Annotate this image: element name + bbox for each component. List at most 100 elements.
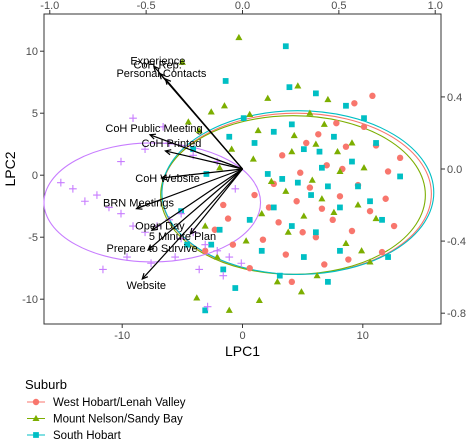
data-point (141, 228, 149, 237)
loading-arrowhead-coh-website (160, 174, 168, 181)
data-point (293, 198, 300, 205)
data-point (141, 145, 149, 153)
data-point (237, 259, 246, 268)
loading-arrowhead-open-day (150, 224, 158, 232)
data-point (351, 100, 358, 107)
data-point (323, 162, 330, 169)
data-point (360, 164, 368, 171)
data-point (251, 191, 258, 199)
data-point (329, 216, 336, 224)
data-point (378, 248, 386, 256)
data-point (147, 259, 155, 268)
top-tick-label: -0.5 (137, 0, 156, 12)
legend-label: West Hobart/Lenah Valley (53, 397, 186, 409)
data-point (246, 265, 253, 272)
data-point (288, 278, 296, 286)
x-tick-label: -10 (114, 330, 130, 342)
data-point (300, 146, 307, 153)
data-point (333, 119, 340, 127)
data-point (286, 84, 293, 91)
data-point (195, 126, 203, 134)
data-point (69, 185, 77, 193)
loading-arrow-personal-contacts (164, 78, 243, 170)
x-axis-bottom: -10 0 10 (114, 324, 369, 342)
loading-label-coh-public-meeting: CoH Public Meeting (105, 123, 202, 135)
data-point (345, 256, 352, 263)
x-axis-top-loadings: -1.0 -0.5 0.0 0.5 1.0 (40, 0, 443, 14)
top-tick-label: 0.5 (331, 0, 346, 12)
loading-arrow-5-minute-plan (189, 168, 243, 235)
legend-key-marker (33, 432, 39, 438)
data-point (297, 169, 304, 176)
top-tick-label: 0.0 (235, 0, 250, 12)
y-axis-right-loadings: -0.8 -0.4 0.0 0.4 (441, 92, 466, 320)
data-point (219, 271, 228, 280)
data-point (308, 176, 316, 183)
data-point (315, 131, 322, 138)
data-point (213, 253, 221, 260)
legend-key-marker (32, 398, 40, 406)
data-point (397, 173, 403, 180)
top-tick-label: 1.0 (428, 0, 443, 12)
loading-label-coh-rep: CoH Rep. (133, 59, 181, 71)
data-point (312, 234, 320, 241)
series-fern-tree (57, 114, 246, 311)
data-point (246, 110, 254, 117)
data-point (300, 254, 307, 260)
loading-arrow-prepare-to-survive (147, 168, 243, 251)
x-tick-label: 0 (239, 330, 245, 342)
data-point (201, 222, 209, 229)
loading-arrowhead-coh-printed (164, 149, 172, 156)
data-point (299, 229, 306, 236)
data-point (203, 171, 210, 177)
data-point (343, 102, 349, 109)
data-point (259, 236, 267, 243)
data-point (211, 226, 219, 233)
data-point (318, 205, 326, 212)
right-tick-label: 0.0 (447, 164, 462, 176)
data-point (372, 214, 380, 222)
loading-label-coh-printed: CoH Printed (141, 138, 201, 150)
data-point (99, 265, 107, 274)
data-point (337, 204, 343, 211)
data-point (270, 204, 277, 211)
data-point (208, 241, 215, 248)
data-point (373, 140, 379, 146)
data-point (288, 147, 296, 155)
data-point (331, 133, 337, 140)
loading-arrowhead-brn-meetings (135, 203, 143, 210)
data-point (207, 108, 215, 115)
data-point (385, 254, 391, 260)
data-point (240, 115, 247, 122)
loading-arrow-coh-printed (165, 150, 243, 170)
data-point (129, 114, 137, 122)
data-point (193, 294, 201, 301)
data-point (337, 247, 343, 254)
top-tick-label: -1.0 (40, 0, 59, 12)
data-point (220, 201, 227, 209)
series-south-hobart (178, 43, 403, 314)
data-point (258, 209, 266, 217)
data-point (342, 239, 350, 246)
data-point (324, 95, 332, 103)
data-point (348, 139, 356, 146)
legend-title: Suburb (25, 377, 67, 392)
data-point (360, 123, 368, 131)
data-point (225, 253, 234, 261)
data-point (229, 241, 237, 248)
data-point (369, 92, 376, 100)
data-point (275, 219, 282, 226)
loading-arrow-coh-website (161, 168, 243, 179)
data-point (231, 185, 240, 193)
data-point (264, 171, 271, 177)
loading-arrowhead-website (141, 273, 149, 280)
data-point (390, 222, 398, 230)
right-tick-label: 0.4 (447, 92, 462, 104)
data-point (366, 207, 374, 215)
data-point (300, 212, 308, 219)
data-point (178, 58, 186, 65)
loading-label-coh-website: CoH Website (135, 173, 200, 185)
